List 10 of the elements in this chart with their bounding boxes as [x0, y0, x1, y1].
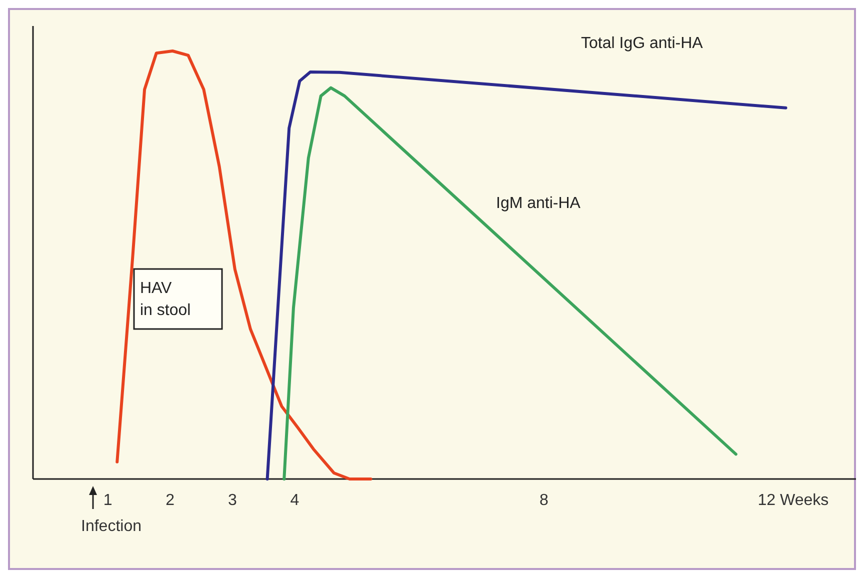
series-label: HAV in stool	[140, 280, 191, 319]
x-tick-label: 4	[290, 492, 300, 509]
text: Total IgG anti-HA	[581, 35, 704, 52]
text: Infection	[81, 518, 142, 535]
x-tick-label: 3	[228, 492, 237, 509]
x-tick-label: 8	[540, 492, 549, 509]
x-tick-label: 1	[103, 492, 112, 509]
x-tick-label: 12 Weeks	[758, 492, 829, 509]
x-tick-label: 2	[166, 492, 175, 509]
series-label: IgM anti-HA	[496, 195, 581, 212]
